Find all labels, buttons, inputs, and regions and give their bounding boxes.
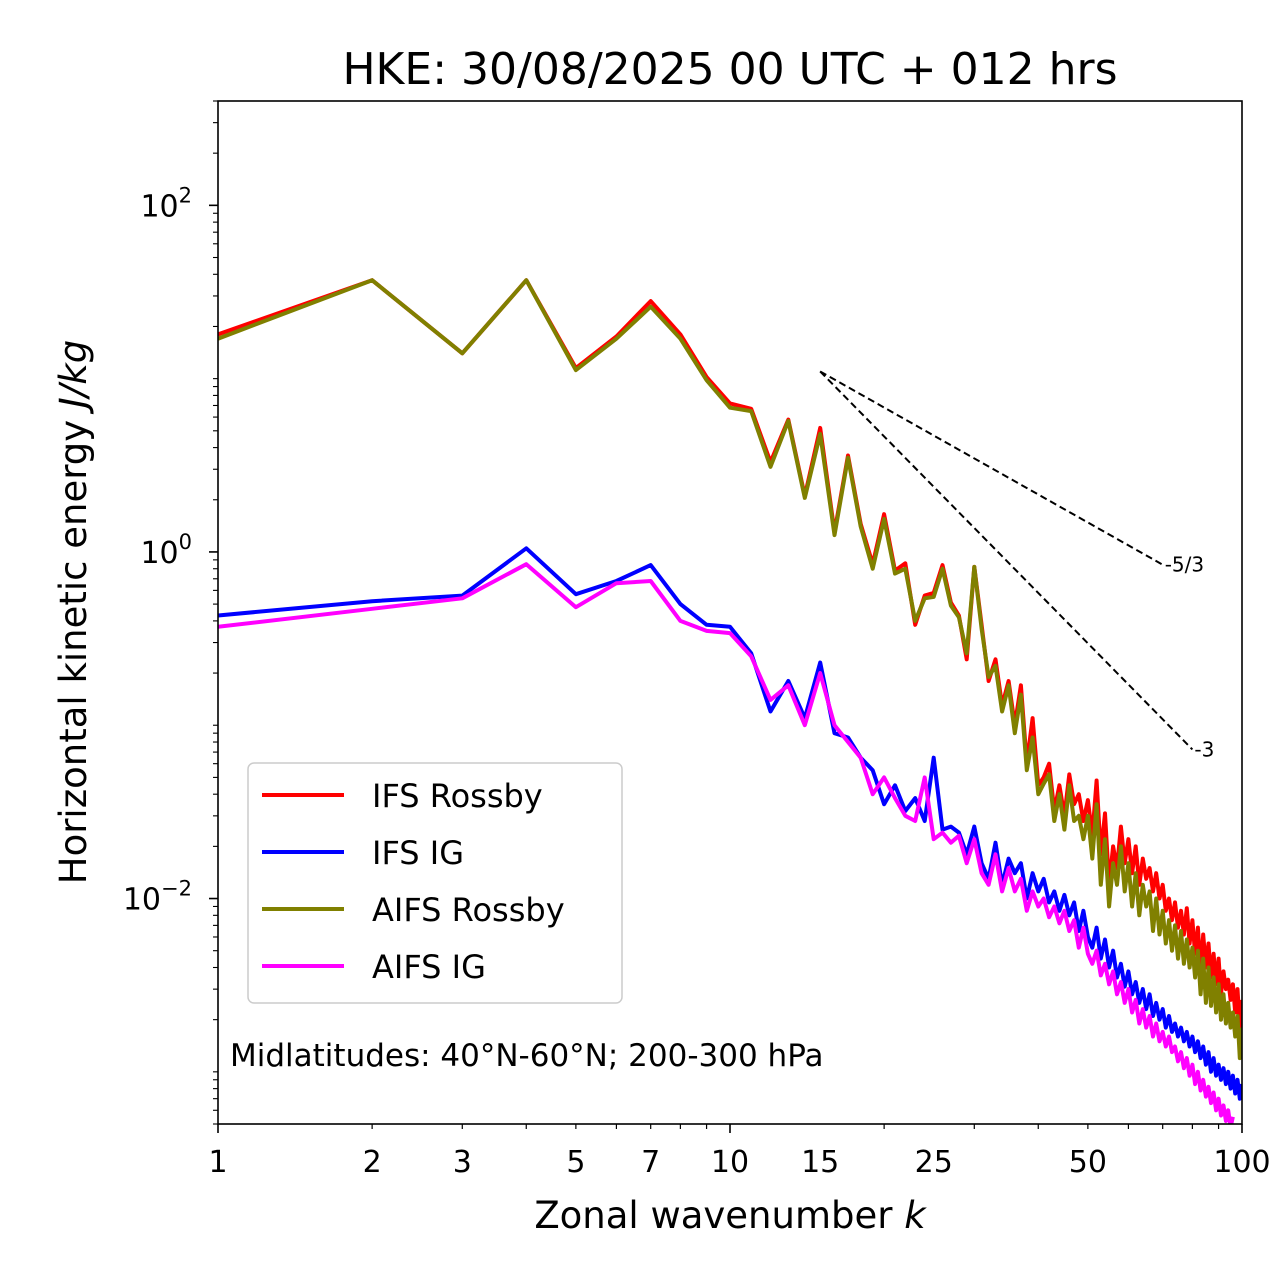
x-tick-label: 3 bbox=[453, 1145, 472, 1180]
legend-label: AIFS Rossby bbox=[372, 891, 565, 929]
x-axis-label-main: Zonal wavenumber bbox=[534, 1194, 904, 1237]
x-tick-label: 7 bbox=[641, 1145, 660, 1180]
y-axis-label: Horizontal kinetic energy J/kg bbox=[52, 340, 95, 884]
reference-slope-label: -3 bbox=[1194, 737, 1214, 761]
axis-ticks bbox=[209, 100, 1243, 1133]
x-tick-label: 50 bbox=[1069, 1145, 1107, 1180]
y-tick-label-exponent: 2 bbox=[179, 183, 192, 207]
series-line-aifs-rossby bbox=[218, 278, 1242, 1061]
x-tick-label: 2 bbox=[363, 1145, 382, 1180]
reference-slope-label: -5/3 bbox=[1165, 553, 1204, 577]
x-axis-label-var: k bbox=[904, 1194, 927, 1237]
y-tick-label-base: 10 bbox=[140, 536, 178, 571]
y-tick-label: 10−2 bbox=[123, 877, 192, 918]
x-axis-label: Zonal wavenumber k bbox=[534, 1194, 927, 1237]
reference-slope-line bbox=[819, 370, 1194, 751]
x-tick-labels: 1 2 3 5 7 10 15 25 50 100 bbox=[208, 1145, 1270, 1180]
chart-title: HKE: 30/08/2025 00 UTC + 012 hrs bbox=[342, 44, 1117, 95]
x-tick-label: 15 bbox=[801, 1145, 839, 1180]
x-tick-label: 5 bbox=[566, 1145, 585, 1180]
series-line-aifs-ig bbox=[218, 562, 1235, 1124]
legend: IFS Rossby IFS IG AIFS Rossby AIFS IG bbox=[247, 762, 623, 1004]
legend-label: IFS IG bbox=[372, 834, 464, 872]
y-tick-label-base: 10 bbox=[140, 189, 178, 224]
plot-frame bbox=[217, 100, 1243, 1125]
region-annotation: Midlatitudes: 40°N-60°N; 200-300 hPa bbox=[230, 1038, 824, 1074]
x-tick-label: 25 bbox=[915, 1145, 953, 1180]
y-tick-label: 100 bbox=[140, 530, 192, 571]
reference-slopes: -5/3 -3 bbox=[819, 370, 1214, 761]
x-tick-label: 100 bbox=[1213, 1145, 1270, 1180]
x-tick-label: 1 bbox=[208, 1145, 227, 1180]
legend-box bbox=[247, 762, 623, 1004]
legend-label: AIFS IG bbox=[372, 948, 486, 986]
y-tick-label-base: 10 bbox=[123, 883, 161, 918]
legend-label: IFS Rossby bbox=[372, 777, 543, 815]
x-tick-label: 10 bbox=[711, 1145, 749, 1180]
y-tick-label-exponent: −2 bbox=[161, 877, 192, 901]
y-axis-label-main: Horizontal kinetic energy bbox=[52, 408, 95, 884]
y-tick-label: 102 bbox=[140, 183, 192, 224]
series-lines bbox=[218, 278, 1242, 1124]
y-axis-label-unit: J/kg bbox=[52, 340, 95, 415]
y-tick-label-exponent: 0 bbox=[179, 530, 192, 554]
